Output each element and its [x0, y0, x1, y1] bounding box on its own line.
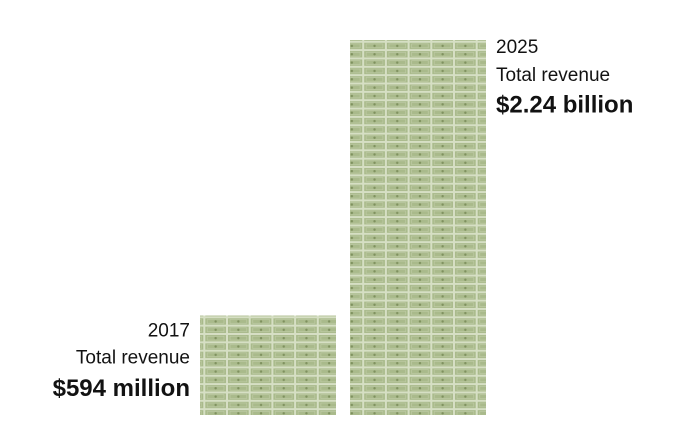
category-label: 2017 [148, 321, 190, 342]
bar [200, 315, 336, 415]
value-label: $2.24 billion [496, 91, 633, 118]
bar [350, 40, 486, 415]
value-caption: Total revenue [76, 348, 190, 369]
value-label: $594 million [53, 375, 190, 402]
value-caption: Total revenue [496, 65, 610, 86]
category-label: 2025 [496, 37, 538, 58]
